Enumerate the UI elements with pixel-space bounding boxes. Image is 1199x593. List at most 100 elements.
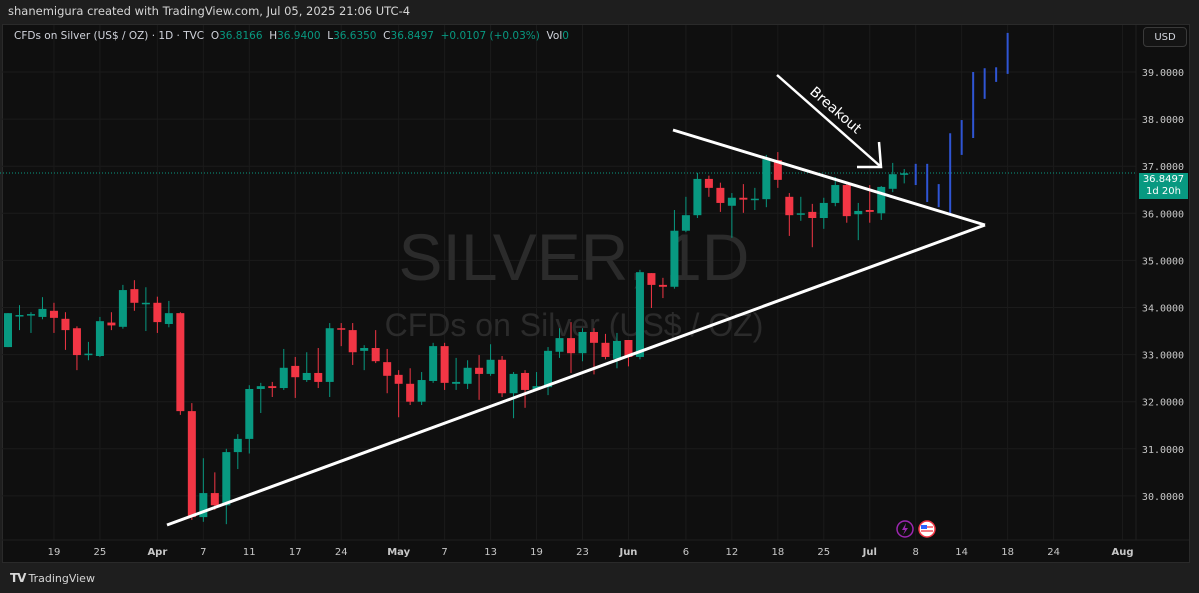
- candle-body[interactable]: [429, 346, 438, 381]
- candle-body[interactable]: [302, 372, 311, 381]
- candle-body[interactable]: [141, 302, 150, 305]
- candle-body[interactable]: [291, 365, 300, 378]
- candle-body[interactable]: [704, 178, 713, 188]
- chart-panel[interactable]: [2, 24, 1190, 563]
- candle-body[interactable]: [325, 328, 334, 382]
- candle-body[interactable]: [348, 330, 357, 353]
- candle-body[interactable]: [475, 367, 484, 374]
- candle-body[interactable]: [268, 386, 277, 389]
- candle-body[interactable]: [796, 213, 805, 215]
- candle-body[interactable]: [187, 411, 196, 518]
- lightning-icon[interactable]: [896, 520, 914, 538]
- candle-body[interactable]: [486, 359, 495, 374]
- lower-trendline[interactable]: [166, 223, 986, 527]
- price-axis[interactable]: [1136, 25, 1189, 540]
- candle-body[interactable]: [383, 362, 392, 376]
- candle-body[interactable]: [394, 374, 403, 384]
- candle-body[interactable]: [233, 438, 242, 453]
- candle-body[interactable]: [509, 373, 518, 394]
- us-flag-icon[interactable]: [918, 520, 936, 538]
- candle-body[interactable]: [498, 359, 507, 394]
- candle-body[interactable]: [716, 187, 725, 203]
- volume-label: Vol: [546, 30, 563, 42]
- candle-body[interactable]: [532, 386, 541, 389]
- candle-body[interactable]: [900, 173, 909, 175]
- breakout-label[interactable]: Breakout: [806, 84, 864, 138]
- candle-body[interactable]: [256, 386, 265, 389]
- candle-body[interactable]: [406, 383, 415, 402]
- watermark-title: SILVER, 1D: [399, 220, 750, 294]
- candle-body[interactable]: [819, 202, 828, 219]
- candle-body[interactable]: [544, 350, 553, 388]
- candle-body[interactable]: [647, 273, 656, 285]
- open-value: 36.8166: [219, 30, 263, 42]
- candle-body[interactable]: [750, 198, 759, 201]
- candle-body[interactable]: [808, 211, 817, 219]
- bar-countdown: 1d 20h: [1146, 186, 1181, 197]
- last-price: 36.8497: [1142, 174, 1185, 185]
- candle-body[interactable]: [84, 353, 93, 356]
- currency-button[interactable]: USD: [1143, 27, 1187, 47]
- candle-body[interactable]: [555, 338, 564, 352]
- candle-body[interactable]: [176, 313, 185, 412]
- candle-body[interactable]: [222, 452, 231, 506]
- arrow-down-right-icon[interactable]: [776, 74, 883, 169]
- candle-body[interactable]: [49, 310, 58, 318]
- candle-body[interactable]: [118, 290, 127, 327]
- candle-body[interactable]: [95, 321, 104, 357]
- symbol-name: CFDs on Silver (US$ / OZ) · 1D · TVC: [14, 30, 205, 42]
- candle-body[interactable]: [26, 314, 35, 316]
- candle-body[interactable]: [61, 318, 70, 331]
- change-value: +0.0107 (+0.03%): [440, 30, 540, 42]
- candle-body[interactable]: [693, 178, 702, 216]
- candle-body[interactable]: [658, 284, 667, 287]
- candle-body[interactable]: [865, 210, 874, 212]
- candle-body[interactable]: [727, 197, 736, 206]
- candle-body[interactable]: [785, 196, 794, 216]
- upper-trendline[interactable]: [672, 128, 986, 227]
- candle-body[interactable]: [842, 185, 851, 217]
- candle-body[interactable]: [612, 340, 621, 359]
- candle-body[interactable]: [15, 315, 24, 317]
- price-tick-label: 36.0000: [1142, 209, 1184, 220]
- candle-body[interactable]: [72, 328, 81, 356]
- candle-body[interactable]: [762, 159, 771, 200]
- candle-body[interactable]: [888, 174, 897, 189]
- candle-body[interactable]: [681, 215, 690, 231]
- candle-body[interactable]: [371, 348, 380, 362]
- candle-body[interactable]: [440, 346, 449, 383]
- candle-body[interactable]: [210, 493, 219, 506]
- candle-body[interactable]: [831, 185, 840, 203]
- candle-body[interactable]: [38, 308, 47, 317]
- symbol-legend[interactable]: CFDs on Silver (US$ / OZ) · 1D · TVC O36…: [14, 30, 569, 42]
- candle-body[interactable]: [854, 210, 863, 215]
- candle-body[interactable]: [463, 367, 472, 384]
- candle-body[interactable]: [4, 313, 12, 348]
- candle-body[interactable]: [107, 322, 116, 326]
- candle-body[interactable]: [521, 372, 530, 390]
- candle-body[interactable]: [635, 272, 644, 357]
- candle-body[interactable]: [245, 388, 254, 439]
- candle-body[interactable]: [567, 338, 576, 354]
- candle-body[interactable]: [130, 289, 139, 303]
- footer[interactable]: TV TradingView: [10, 571, 95, 585]
- candle-body[interactable]: [601, 342, 610, 357]
- candle-body[interactable]: [670, 230, 679, 287]
- candle-body[interactable]: [589, 331, 598, 343]
- candle-body[interactable]: [164, 313, 173, 324]
- candle-body[interactable]: [578, 331, 587, 354]
- candle-body[interactable]: [314, 372, 323, 382]
- chart-credit: shanemigura created with TradingView.com…: [8, 4, 411, 18]
- candle-body[interactable]: [624, 339, 633, 357]
- candle-body[interactable]: [153, 302, 162, 323]
- candle-body[interactable]: [773, 160, 782, 180]
- candle-body[interactable]: [360, 348, 369, 351]
- candle-body[interactable]: [279, 367, 288, 389]
- candle-body[interactable]: [417, 380, 426, 402]
- candle-body[interactable]: [877, 186, 886, 214]
- candle-body[interactable]: [739, 197, 748, 200]
- candle-body[interactable]: [337, 328, 346, 330]
- candle-body[interactable]: [199, 493, 208, 518]
- candle-body[interactable]: [452, 381, 461, 384]
